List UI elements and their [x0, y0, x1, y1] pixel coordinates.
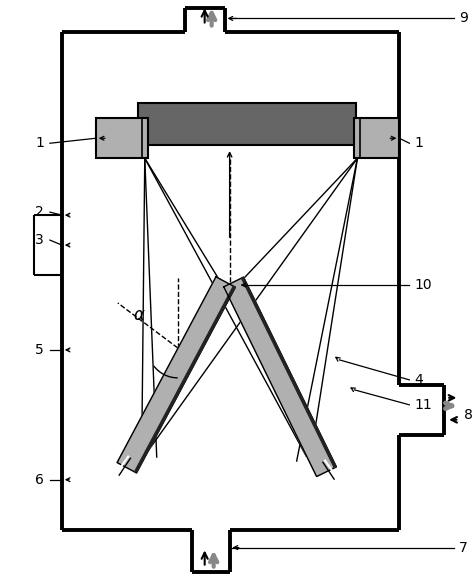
Polygon shape — [135, 286, 235, 473]
Text: $\alpha$: $\alpha$ — [133, 306, 146, 324]
Text: 8: 8 — [464, 408, 473, 422]
Polygon shape — [117, 277, 235, 473]
Text: 1: 1 — [414, 136, 423, 150]
Bar — [96, 118, 148, 158]
Text: 10: 10 — [414, 278, 432, 292]
Text: 1: 1 — [35, 136, 44, 150]
Text: 11: 11 — [414, 398, 432, 412]
Text: 3: 3 — [35, 233, 44, 247]
Text: 2: 2 — [35, 205, 44, 219]
Text: 4: 4 — [414, 373, 423, 387]
Bar — [355, 118, 400, 158]
Bar — [138, 103, 356, 145]
Text: 9: 9 — [459, 12, 468, 26]
Text: 7: 7 — [459, 541, 468, 554]
Polygon shape — [224, 277, 337, 477]
Text: 6: 6 — [35, 473, 44, 487]
Polygon shape — [242, 277, 337, 468]
Text: 5: 5 — [35, 343, 44, 357]
